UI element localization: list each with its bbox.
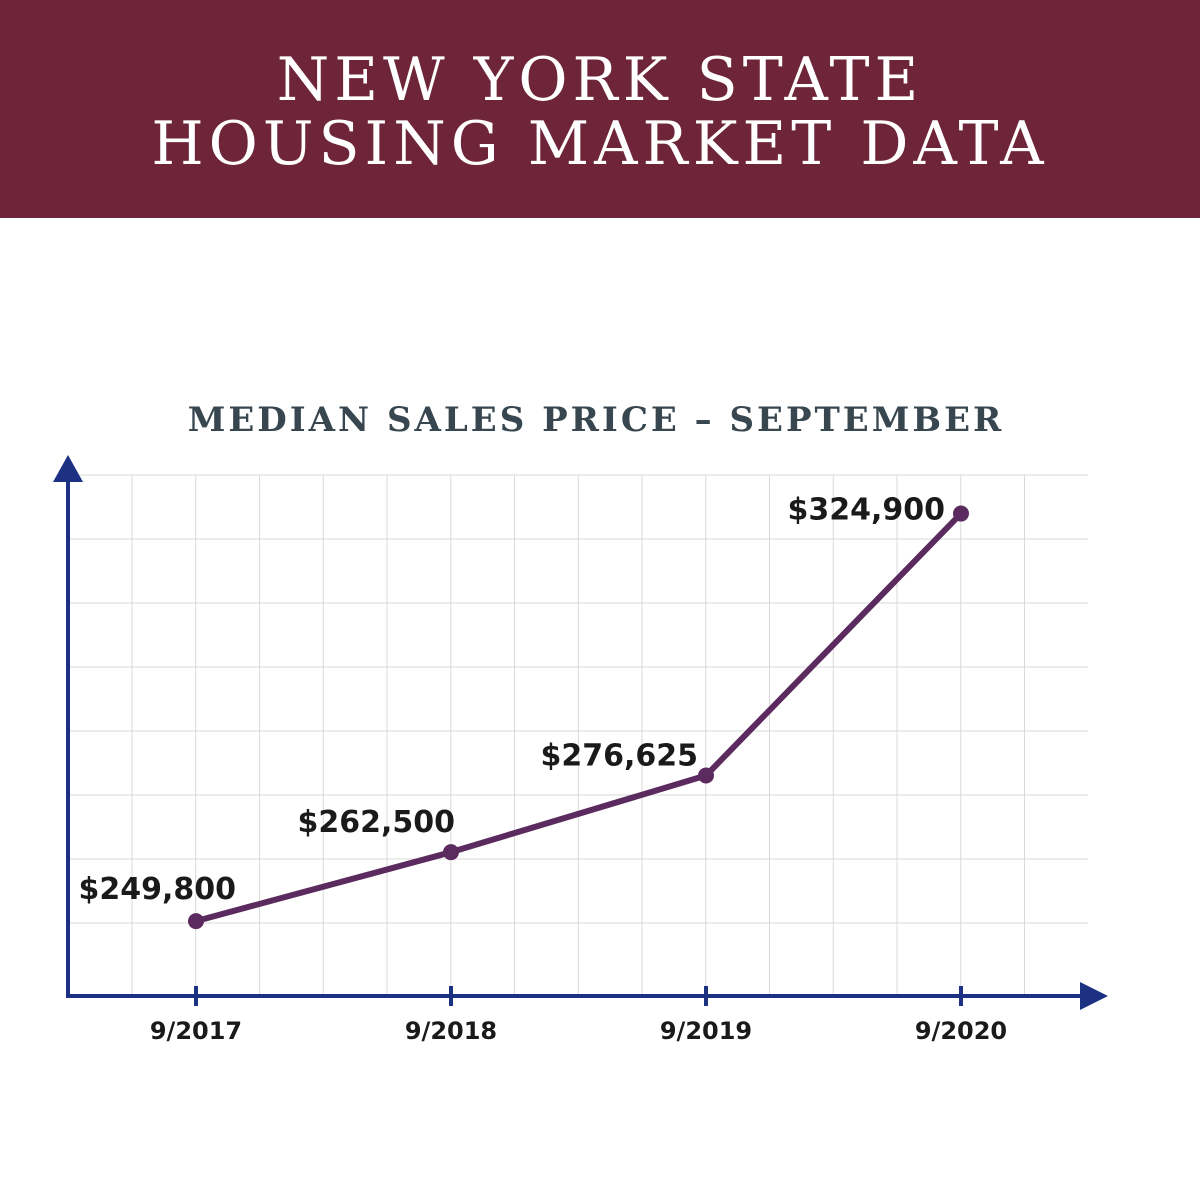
- point: [698, 767, 714, 784]
- value-label: $324,900: [787, 493, 945, 528]
- value-label: $276,625: [540, 739, 698, 774]
- chart-title: MEDIAN SALES PRICE – SEPTEMBER: [188, 400, 1005, 440]
- y-axis-arrow: [53, 455, 83, 482]
- x-tick-label: 9/2017: [150, 1017, 242, 1045]
- x-tick-label: 9/2020: [915, 1017, 1007, 1045]
- point: [443, 844, 459, 861]
- x-tick-label: 9/2018: [405, 1017, 497, 1045]
- header-band: [0, 0, 1200, 218]
- value-label: $262,500: [297, 805, 455, 840]
- x-axis-arrow: [1080, 982, 1108, 1010]
- x-tick-label: 9/2019: [660, 1017, 752, 1045]
- line: [195, 511, 964, 925]
- header-title: HOUSING MARKET DATA: [151, 109, 1048, 179]
- grid: [68, 474, 1088, 996]
- point: [188, 913, 204, 930]
- header-title: NEW YORK STATE: [277, 45, 924, 115]
- point: [953, 505, 969, 522]
- value-label: $249,800: [78, 872, 236, 907]
